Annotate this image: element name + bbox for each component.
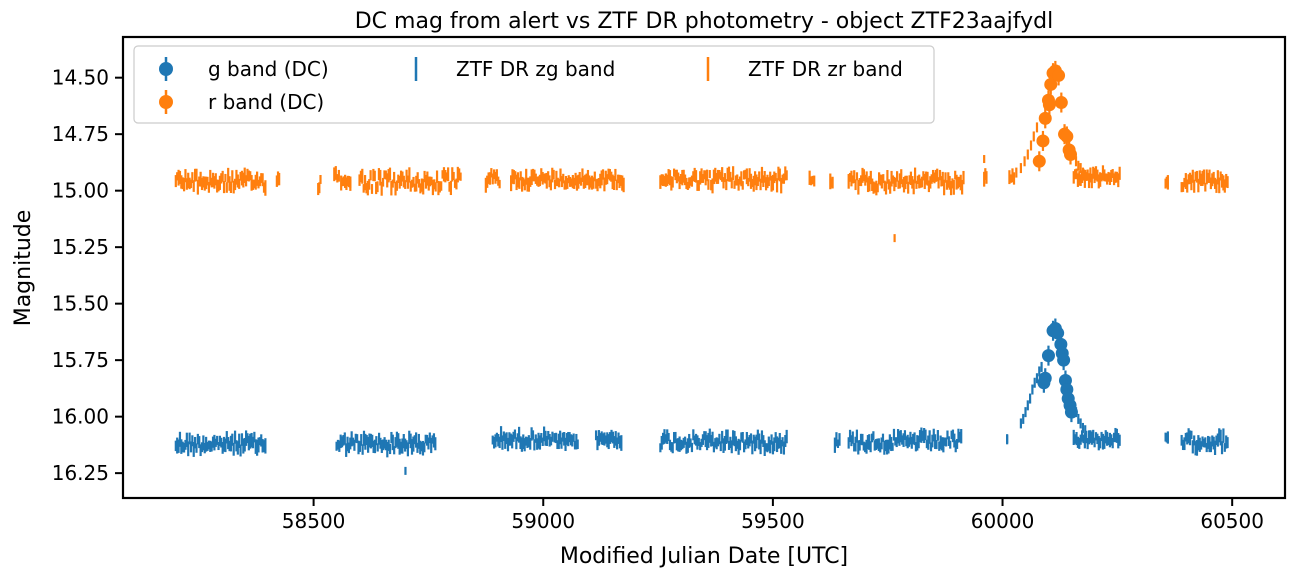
g-dc-point <box>1038 371 1052 385</box>
legend-entry-g-dc: g band (DC) <box>159 57 329 81</box>
r-dc-point <box>1060 129 1074 143</box>
r-dc-point <box>1054 96 1068 110</box>
y-axis-label: Magnitude <box>11 210 36 327</box>
plot-marks <box>174 60 1229 475</box>
x-tick-label: 59000 <box>511 509 575 533</box>
r-dc-point <box>1036 134 1050 148</box>
x-axis-label: Modified Julian Date [UTC] <box>560 544 848 569</box>
y-axis-ticks: 14.50 14.75 15.00 15.25 15.50 15.75 16.00 16.25 <box>52 66 123 485</box>
g-dc-point <box>1064 405 1078 419</box>
x-axis-ticks: 58500 59000 59500 60000 60500 <box>282 498 1264 533</box>
legend-label: ZTF DR zg band <box>456 57 615 81</box>
legend-label: r band (DC) <box>208 90 324 114</box>
legend-entry-zr: ZTF DR zr band <box>706 57 903 81</box>
x-tick-label: 60000 <box>971 509 1035 533</box>
y-tick-label: 16.25 <box>52 461 109 485</box>
g-dc-point <box>1051 326 1065 340</box>
y-tick-label: 15.50 <box>52 292 109 316</box>
legend-label: ZTF DR zr band <box>748 57 903 81</box>
r-dc-point <box>1032 154 1046 168</box>
y-tick-label: 15.25 <box>52 235 109 259</box>
legend-entry-zg: ZTF DR zg band <box>414 57 615 81</box>
y-tick-label: 16.00 <box>52 405 109 429</box>
r-dc-point <box>1064 148 1078 162</box>
y-tick-label: 14.75 <box>52 122 109 146</box>
legend-frame <box>133 45 935 124</box>
x-tick-label: 59500 <box>741 509 805 533</box>
legend-marker-point <box>159 95 173 109</box>
y-tick-label: 14.50 <box>52 66 109 90</box>
x-tick-label: 60500 <box>1200 509 1264 533</box>
g-dc-point <box>1057 353 1071 367</box>
legend-entry-r-dc: r band (DC) <box>159 90 324 114</box>
g-dc-point <box>1041 349 1055 363</box>
y-tick-label: 15.00 <box>52 179 109 203</box>
y-tick-label: 15.75 <box>52 348 109 372</box>
chart-title: DC mag from alert vs ZTF DR photometry -… <box>355 9 1054 34</box>
legend-label: g band (DC) <box>208 57 329 81</box>
r-dc-point <box>1052 68 1066 82</box>
x-tick-label: 58500 <box>282 509 346 533</box>
plot-frame <box>121 35 1287 500</box>
legend-marker-point <box>159 62 173 76</box>
r-dc-point <box>1042 98 1056 112</box>
r-dc-point <box>1038 111 1052 125</box>
legend: g band (DC) r band (DC) ZTF DR zg band Z… <box>133 45 935 124</box>
